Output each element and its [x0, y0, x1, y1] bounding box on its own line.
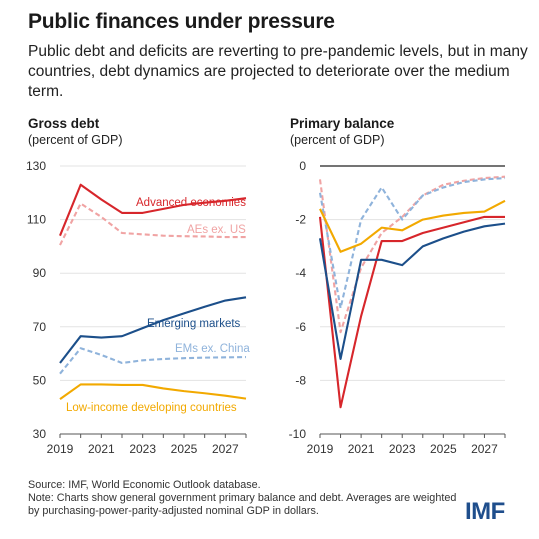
label-aes-ex-us: AEs ex. US [187, 224, 246, 236]
debt-y-tick-label: 30 [33, 427, 47, 441]
debt-line-low-income-developing-countries [59, 383, 247, 401]
debt-y-tick-label: 90 [33, 266, 47, 280]
debt-y-tick-label: 70 [33, 320, 47, 334]
debt-x-tick-label: 2025 [171, 442, 198, 456]
left-panel-unit: (percent of GDP) [28, 133, 123, 147]
chart-title: Public finances under pressure [28, 10, 335, 33]
right-panel-unit: (percent of GDP) [290, 133, 385, 147]
imf-logo: IMF [465, 498, 505, 525]
debt-line-aes-ex-us [59, 202, 246, 246]
label-advanced-economies: Advanced economies [136, 197, 246, 209]
debt-x-tick-label: 2027 [212, 442, 239, 456]
debt-line-advanced-economies [59, 183, 247, 237]
debt-y-tick-label: 110 [27, 213, 46, 227]
debt-line-ems-ex-china [59, 347, 247, 375]
label-low-income-developing-countries: Low-income developing countries [66, 402, 237, 414]
footer: Source: IMF, World Economic Outlook data… [28, 479, 468, 519]
chart-subtitle: Public debt and deficits are reverting t… [28, 43, 528, 100]
debt-y-tick-label: 50 [33, 373, 47, 387]
left-panel-title: Gross debt [28, 116, 100, 131]
debt-x-tick-label: 2021 [88, 442, 115, 456]
label-emerging-markets: Emerging markets [147, 318, 241, 330]
debt-y-tick-label: 130 [26, 159, 46, 173]
right-panel-title: Primary balance [290, 116, 395, 131]
footer-source: Source: IMF, World Economic Outlook data… [28, 479, 261, 491]
label-ems-ex-china: EMs ex. China [175, 343, 250, 355]
debt-line-emerging-markets [59, 296, 247, 364]
footer-note: Note: Charts show general government pri… [28, 492, 457, 518]
debt-x-tick-label: 2023 [129, 442, 156, 456]
debt-x-tick-label: 2019 [47, 442, 74, 456]
